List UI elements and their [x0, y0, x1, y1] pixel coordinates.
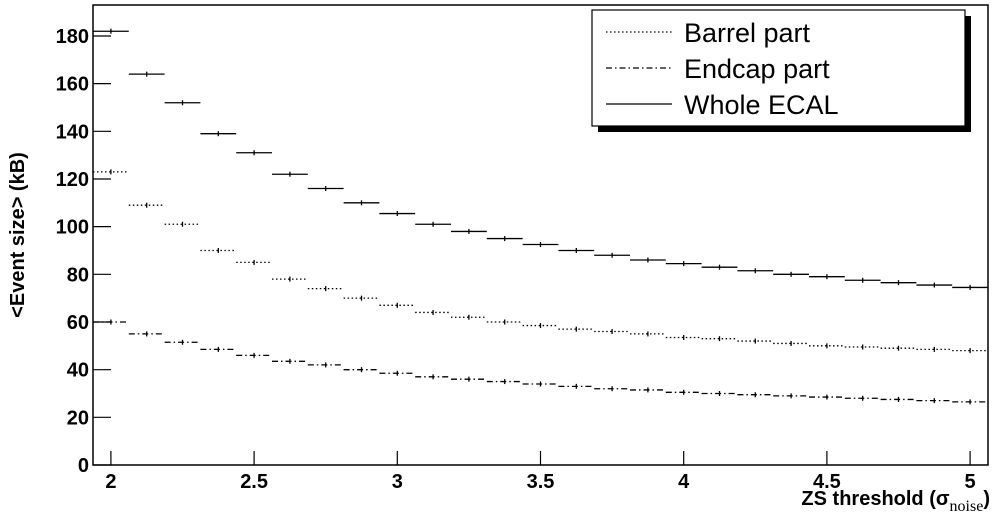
y-tick-label: 160	[56, 74, 89, 96]
x-label-close: )	[983, 488, 990, 510]
legend-label: Endcap part	[684, 54, 830, 84]
y-tick-label: 20	[67, 407, 89, 429]
x-tick-label: 2	[105, 471, 116, 493]
y-tick-label: 180	[56, 26, 89, 48]
y-axis-label: <Event size> (kB)	[7, 152, 29, 318]
y-tick-label: 120	[56, 169, 89, 191]
x-tick-label: 3	[392, 471, 403, 493]
legend-label: Whole ECAL	[684, 90, 839, 120]
y-tick-label: 0	[78, 455, 89, 477]
y-tick-label: 140	[56, 121, 89, 143]
legend-label: Barrel part	[684, 18, 811, 48]
x-tick-label: 4.5	[813, 471, 841, 493]
x-axis-label: ZS threshold (σnoise)	[801, 488, 990, 515]
legend-box	[591, 9, 966, 127]
x-tick-label: 2.5	[240, 471, 268, 493]
y-tick-label: 60	[67, 312, 89, 334]
x-label-sub: noise	[950, 498, 984, 515]
x-tick-label: 3.5	[527, 471, 555, 493]
x-tick-label: 4	[678, 471, 690, 493]
y-tick-label: 40	[67, 360, 89, 382]
x-label-main: ZS threshold (σ	[801, 488, 949, 510]
y-tick-label: 100	[56, 217, 89, 239]
x-tick-label: 5	[965, 471, 976, 493]
y-tick-label: 80	[67, 264, 89, 286]
